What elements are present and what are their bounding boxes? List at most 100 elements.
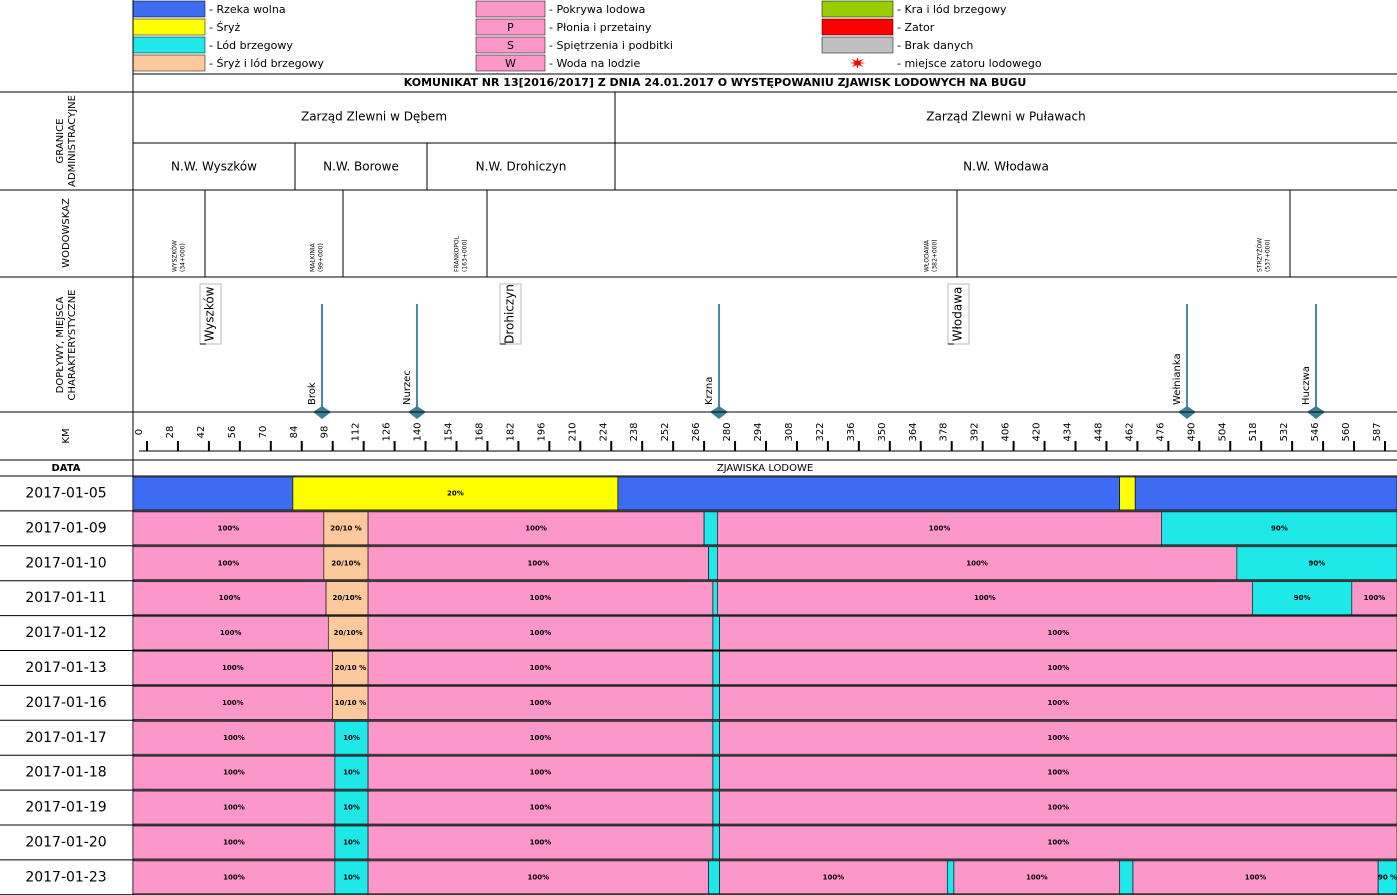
segment-label: 100%: [525, 524, 547, 532]
km-label: 587: [1372, 422, 1383, 441]
admin-top: Zarząd Zlewni w Dębem: [301, 110, 447, 124]
date-cell: 2017-01-10: [25, 555, 106, 571]
km-label: 546: [1310, 422, 1321, 441]
km-label: 364: [908, 422, 919, 441]
ice-segment: [367, 825, 714, 860]
tributary-label: Huczwa: [1301, 366, 1312, 405]
gauge-name: WYSZKÓW: [172, 240, 179, 272]
km-label: 336: [846, 422, 857, 441]
segment-label: 100%: [1047, 699, 1069, 707]
ice-segment: [1132, 860, 1379, 895]
ice-segment: [367, 651, 714, 685]
ice-segment: [367, 581, 714, 615]
segment-label: 100%: [530, 804, 552, 812]
gauge-name: WŁODAWA: [924, 239, 931, 272]
legend-swatch: [132, 0, 206, 18]
row-label: KM: [61, 428, 72, 443]
admin-bottom: N.W. Włodawa: [963, 160, 1049, 174]
ice-segment: [132, 581, 327, 615]
segment-label: 100%: [219, 594, 241, 602]
date-cell: 2017-01-05: [25, 485, 106, 501]
km-label: 154: [444, 422, 455, 441]
date-cell: 2017-01-17: [25, 730, 106, 746]
ice-segment: [334, 790, 369, 825]
legend-label: - miejsce zatoru lodowego: [897, 57, 1042, 70]
ice-segment: [712, 616, 720, 650]
gauge-km: (34+000): [180, 243, 187, 272]
segment-label: 100%: [223, 804, 245, 812]
segment-label: 100%: [222, 699, 244, 707]
ice-segment: [712, 581, 718, 615]
legend-swatch: [475, 18, 546, 36]
km-label: 434: [1063, 422, 1074, 441]
segment-label: 100%: [1047, 664, 1069, 672]
segment-label: 20%: [447, 489, 464, 497]
km-label: 448: [1093, 422, 1104, 441]
legend-swatch: [821, 18, 894, 36]
segment-label: 100%: [823, 873, 845, 881]
km-label: 294: [753, 422, 764, 441]
km-label: 112: [351, 422, 362, 441]
gauge-name: MAŁKINIA: [310, 242, 317, 272]
km-label: 322: [815, 422, 826, 441]
gauge-km: (537+000): [1265, 239, 1272, 272]
ice-segment: [1252, 581, 1353, 615]
tributary-label: Krzna: [704, 377, 715, 405]
row-label: CHARAKTERYSTYCZNE: [67, 289, 78, 400]
legend-letter: P: [507, 21, 514, 34]
ice-segment: [1134, 476, 1397, 511]
town-label: Drohiczyn: [503, 284, 517, 344]
ice-segment: [719, 860, 948, 895]
ice-segment: [292, 476, 619, 511]
segment-label: 100%: [530, 734, 552, 742]
row-label: WODOWSKAZ: [61, 198, 72, 268]
km-label: 56: [227, 426, 238, 439]
row-label: DOPŁYWY, MIEJSCA: [55, 296, 66, 393]
ice-segment: [132, 546, 325, 580]
ice-segment: [367, 860, 709, 895]
segment-label: 100%: [530, 699, 552, 707]
ice-segment: [719, 616, 1397, 650]
legend-swatch: [475, 54, 546, 72]
town-box: [499, 283, 522, 345]
ice-segment: [1236, 546, 1397, 580]
date-header: DATA: [51, 463, 80, 474]
phenomena-header: ZJAWISKA LODOWE: [717, 463, 813, 474]
ice-segment: [712, 651, 720, 685]
gauge-name: FRANKOPOL: [454, 235, 461, 272]
segment-label: 100%: [1047, 838, 1069, 846]
ice-segment: [1119, 860, 1134, 895]
segment-label: 100%: [530, 664, 552, 672]
town-label: Wyszków: [203, 286, 217, 341]
ice-segment: [132, 686, 333, 720]
segment-label: 100%: [530, 594, 552, 602]
ice-segment: [719, 790, 1397, 825]
km-label: 210: [567, 422, 578, 441]
ice-segment: [132, 511, 325, 546]
segment-label: 100%: [530, 629, 552, 637]
ice-segment: [712, 790, 720, 825]
legend-letter: W: [505, 57, 516, 70]
segment-label: 100%: [1047, 734, 1069, 742]
segment-label: 20/10%: [331, 559, 360, 567]
km-label: 70: [258, 426, 269, 439]
ice-segment: [719, 825, 1397, 860]
date-cell: 2017-01-11: [25, 590, 106, 606]
km-label: 126: [382, 422, 393, 441]
legend-swatch: [821, 36, 894, 54]
gauge-name: STRZYŻÓW: [1257, 238, 1264, 272]
tributary-label: Wełnianka: [1172, 353, 1183, 405]
ice-segment: [719, 720, 1397, 755]
segment-label: 10%: [343, 838, 360, 846]
segment-label: 100%: [220, 629, 242, 637]
date-cell: 2017-01-12: [25, 625, 106, 641]
segment-label: 100%: [929, 524, 951, 532]
km-label: 378: [939, 422, 950, 441]
segment-label: 100%: [1245, 873, 1267, 881]
legend-swatch: [475, 0, 546, 18]
ice-segment: [946, 860, 955, 895]
ice-segment: [712, 755, 720, 790]
km-label: 196: [536, 422, 547, 441]
ice-segment: [719, 686, 1397, 720]
